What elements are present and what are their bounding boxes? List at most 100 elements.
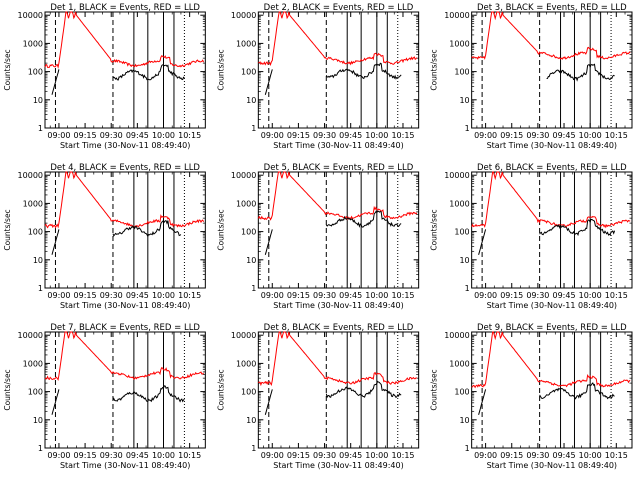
series-lld-line (258, 11, 418, 67)
x-tick-label: 09:30 (100, 451, 123, 460)
x-tick-label: 09:30 (526, 291, 549, 300)
panel-title: Det 6, BLACK = Events, RED = LLD (477, 163, 627, 173)
y-axis-label: Counts/sec (216, 209, 225, 250)
y-tick-label: 10000 (231, 331, 256, 340)
x-tick-label: 09:30 (526, 451, 549, 460)
y-axis-label: Counts/sec (3, 49, 12, 90)
y-tick-label: 100 (454, 228, 469, 237)
y-tick-label: 10 (33, 256, 43, 265)
series-events-rise-line (264, 69, 273, 95)
y-tick-label: 100 (28, 388, 43, 397)
y-tick-label: 10 (246, 416, 256, 425)
y-tick-label: 100 (28, 68, 43, 77)
x-tick-label: 10:00 (365, 291, 388, 300)
y-tick-label: 100 (28, 228, 43, 237)
panel-title: Det 9, BLACK = Events, RED = LLD (477, 323, 627, 333)
y-tick-label: 1 (251, 284, 256, 293)
x-axis-label: Start Time (30-Nov-11 08:49:40) (487, 461, 617, 470)
plot-frame (257, 11, 420, 129)
x-tick-label: 10:00 (152, 131, 175, 140)
series-events-line (325, 210, 402, 228)
panel-title: Det 2, BLACK = Events, RED = LLD (264, 3, 414, 13)
panel-det-4: Det 4, BLACK = Events, RED = LLD 1 10 100 10… (3, 163, 206, 310)
y-tick-label: 1000 (449, 199, 469, 208)
x-tick-label: 10:00 (365, 451, 388, 460)
x-tick-label: 09:15 (500, 291, 523, 300)
y-tick-label: 1000 (449, 39, 469, 48)
x-tick-label: 09:30 (100, 131, 123, 140)
x-tick-label: 09:30 (100, 291, 123, 300)
y-tick-label: 1 (38, 284, 43, 293)
x-tick-label: 10:00 (579, 291, 602, 300)
y-tick-label: 100 (241, 228, 256, 237)
x-tick-label: 09:15 (287, 131, 310, 140)
series-lld-line (44, 171, 205, 229)
y-tick-label: 10000 (444, 331, 469, 340)
y-tick-label: 10000 (18, 11, 43, 20)
x-tick-label: 09:15 (500, 451, 523, 460)
x-tick-label: 10:15 (605, 451, 628, 460)
y-tick-label: 1000 (23, 39, 43, 48)
y-tick-label: 1 (38, 444, 43, 453)
x-tick-label: 09:00 (474, 291, 497, 300)
x-tick-label: 09:45 (339, 451, 362, 460)
x-tick-label: 09:15 (74, 291, 97, 300)
x-axis-label: Start Time (30-Nov-11 08:49:40) (60, 301, 190, 310)
panel-det-1: Det 1, BLACK = Events, RED = LLD 1 10 100 10… (3, 3, 206, 150)
x-tick-label: 09:30 (313, 291, 336, 300)
x-tick-label: 09:00 (474, 131, 497, 140)
y-axis-label: Counts/sec (430, 369, 439, 410)
y-tick-label: 1000 (236, 199, 256, 208)
y-tick-label: 10 (246, 96, 256, 105)
x-axis-label: Start Time (30-Nov-11 08:49:40) (487, 141, 617, 150)
x-tick-label: 09:45 (552, 291, 575, 300)
series-events-line (112, 64, 185, 81)
x-axis-label: Start Time (30-Nov-11 08:49:40) (60, 141, 190, 150)
y-tick-label: 10000 (444, 171, 469, 180)
series-lld-line (257, 331, 417, 387)
y-tick-label: 10000 (231, 11, 256, 20)
x-tick-label: 10:00 (152, 291, 175, 300)
x-tick-label: 09:45 (339, 291, 362, 300)
y-tick-label: 1 (465, 444, 470, 453)
y-tick-label: 1000 (236, 39, 256, 48)
x-tick-label: 09:30 (526, 131, 549, 140)
x-tick-label: 09:00 (261, 451, 284, 460)
x-tick-label: 09:15 (287, 291, 310, 300)
series-events-rise-line (264, 229, 273, 255)
panel-det-8: Det 8, BLACK = Events, RED = LLD 1 10 100 10… (216, 323, 420, 470)
y-tick-label: 1000 (236, 359, 256, 368)
y-tick-label: 10000 (444, 11, 469, 20)
x-tick-label: 10:15 (391, 131, 414, 140)
x-tick-label: 09:30 (313, 451, 336, 460)
series-events-line (112, 385, 185, 403)
series-events-line (325, 62, 402, 80)
x-axis-label: Start Time (30-Nov-11 08:49:40) (487, 301, 617, 310)
x-tick-label: 09:45 (339, 131, 362, 140)
series-events-line (546, 63, 615, 82)
x-tick-label: 09:45 (126, 291, 149, 300)
x-axis-label: Start Time (30-Nov-11 08:49:40) (273, 461, 403, 470)
x-tick-label: 09:00 (47, 451, 70, 460)
series-events-line (112, 220, 182, 238)
x-tick-label: 10:00 (579, 131, 602, 140)
series-events-rise-line (478, 389, 487, 415)
x-tick-label: 10:15 (178, 291, 201, 300)
panel-det-7: Det 7, BLACK = Events, RED = LLD 1 10 100 10… (3, 323, 206, 470)
x-tick-label: 09:45 (126, 131, 149, 140)
x-axis-label: Start Time (30-Nov-11 08:49:40) (273, 141, 403, 150)
y-tick-label: 10 (459, 256, 469, 265)
series-events-rise-line (51, 229, 60, 255)
x-tick-label: 09:15 (74, 131, 97, 140)
y-tick-label: 1 (465, 124, 470, 133)
y-tick-label: 10 (246, 256, 256, 265)
panel-title: Det 7, BLACK = Events, RED = LLD (50, 323, 200, 333)
x-tick-label: 10:00 (365, 131, 388, 140)
y-tick-label: 1 (465, 284, 470, 293)
y-tick-label: 1 (251, 444, 256, 453)
y-tick-label: 1000 (23, 199, 43, 208)
series-lld-line (257, 171, 418, 221)
y-axis-label: Counts/sec (3, 369, 12, 410)
series-events-line (539, 218, 616, 237)
